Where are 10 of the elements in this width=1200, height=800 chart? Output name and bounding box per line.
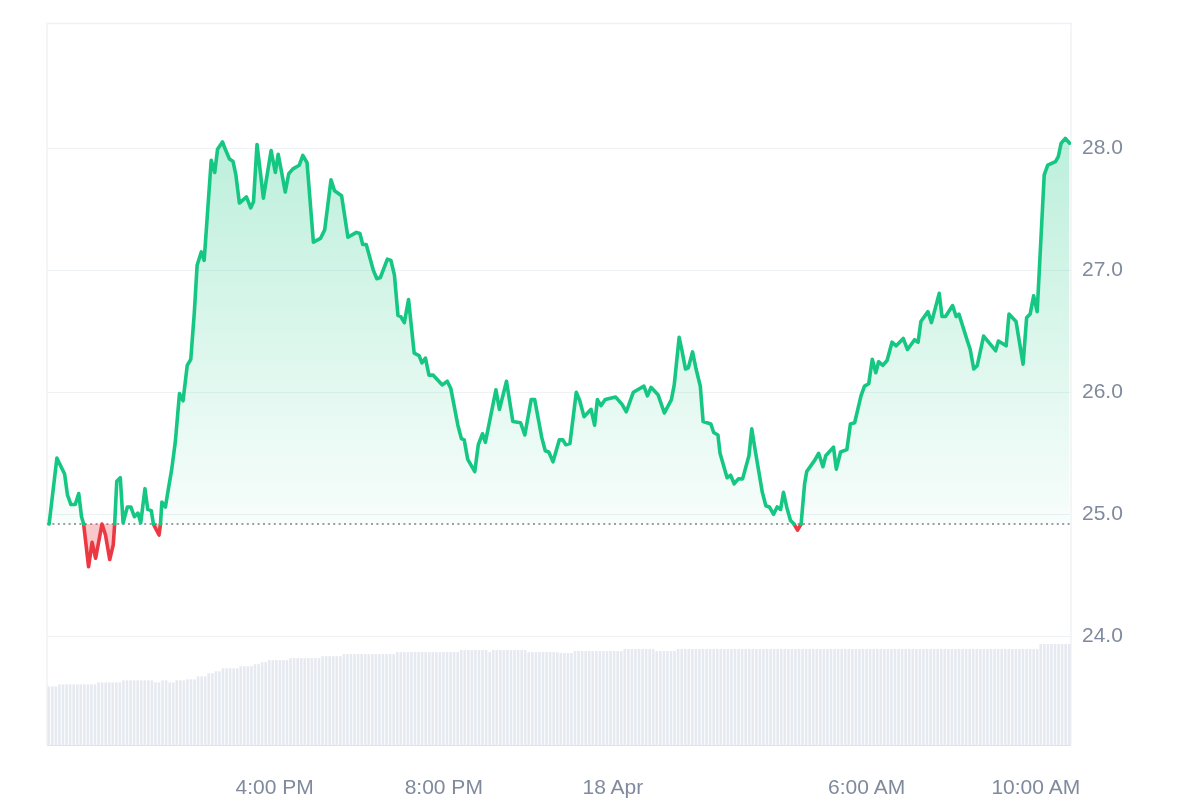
x-tick-label: 10:00 AM: [991, 775, 1081, 799]
y-tick-label: 24.0: [1082, 623, 1123, 647]
y-tick-label: 28.0: [1082, 134, 1123, 158]
x-tick-label: 6:00 AM: [828, 775, 906, 799]
y-tick-label: 25.0: [1082, 501, 1123, 525]
x-tick-label: 8:00 PM: [404, 775, 483, 799]
y-tick-label: 27.0: [1082, 256, 1123, 280]
x-tick-label: 4:00 PM: [235, 775, 314, 799]
y-tick-label: 26.0: [1082, 379, 1123, 403]
x-tick-label: 18 Apr: [582, 775, 644, 799]
